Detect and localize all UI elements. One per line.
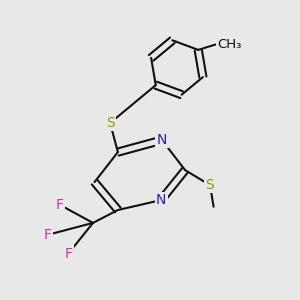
Text: S: S	[206, 178, 214, 192]
Text: S: S	[106, 116, 115, 130]
Text: N: N	[157, 133, 167, 147]
Text: F: F	[44, 228, 51, 242]
Text: F: F	[64, 247, 72, 260]
Text: CH₃: CH₃	[217, 38, 242, 51]
Text: N: N	[156, 193, 166, 207]
Text: F: F	[56, 198, 63, 212]
